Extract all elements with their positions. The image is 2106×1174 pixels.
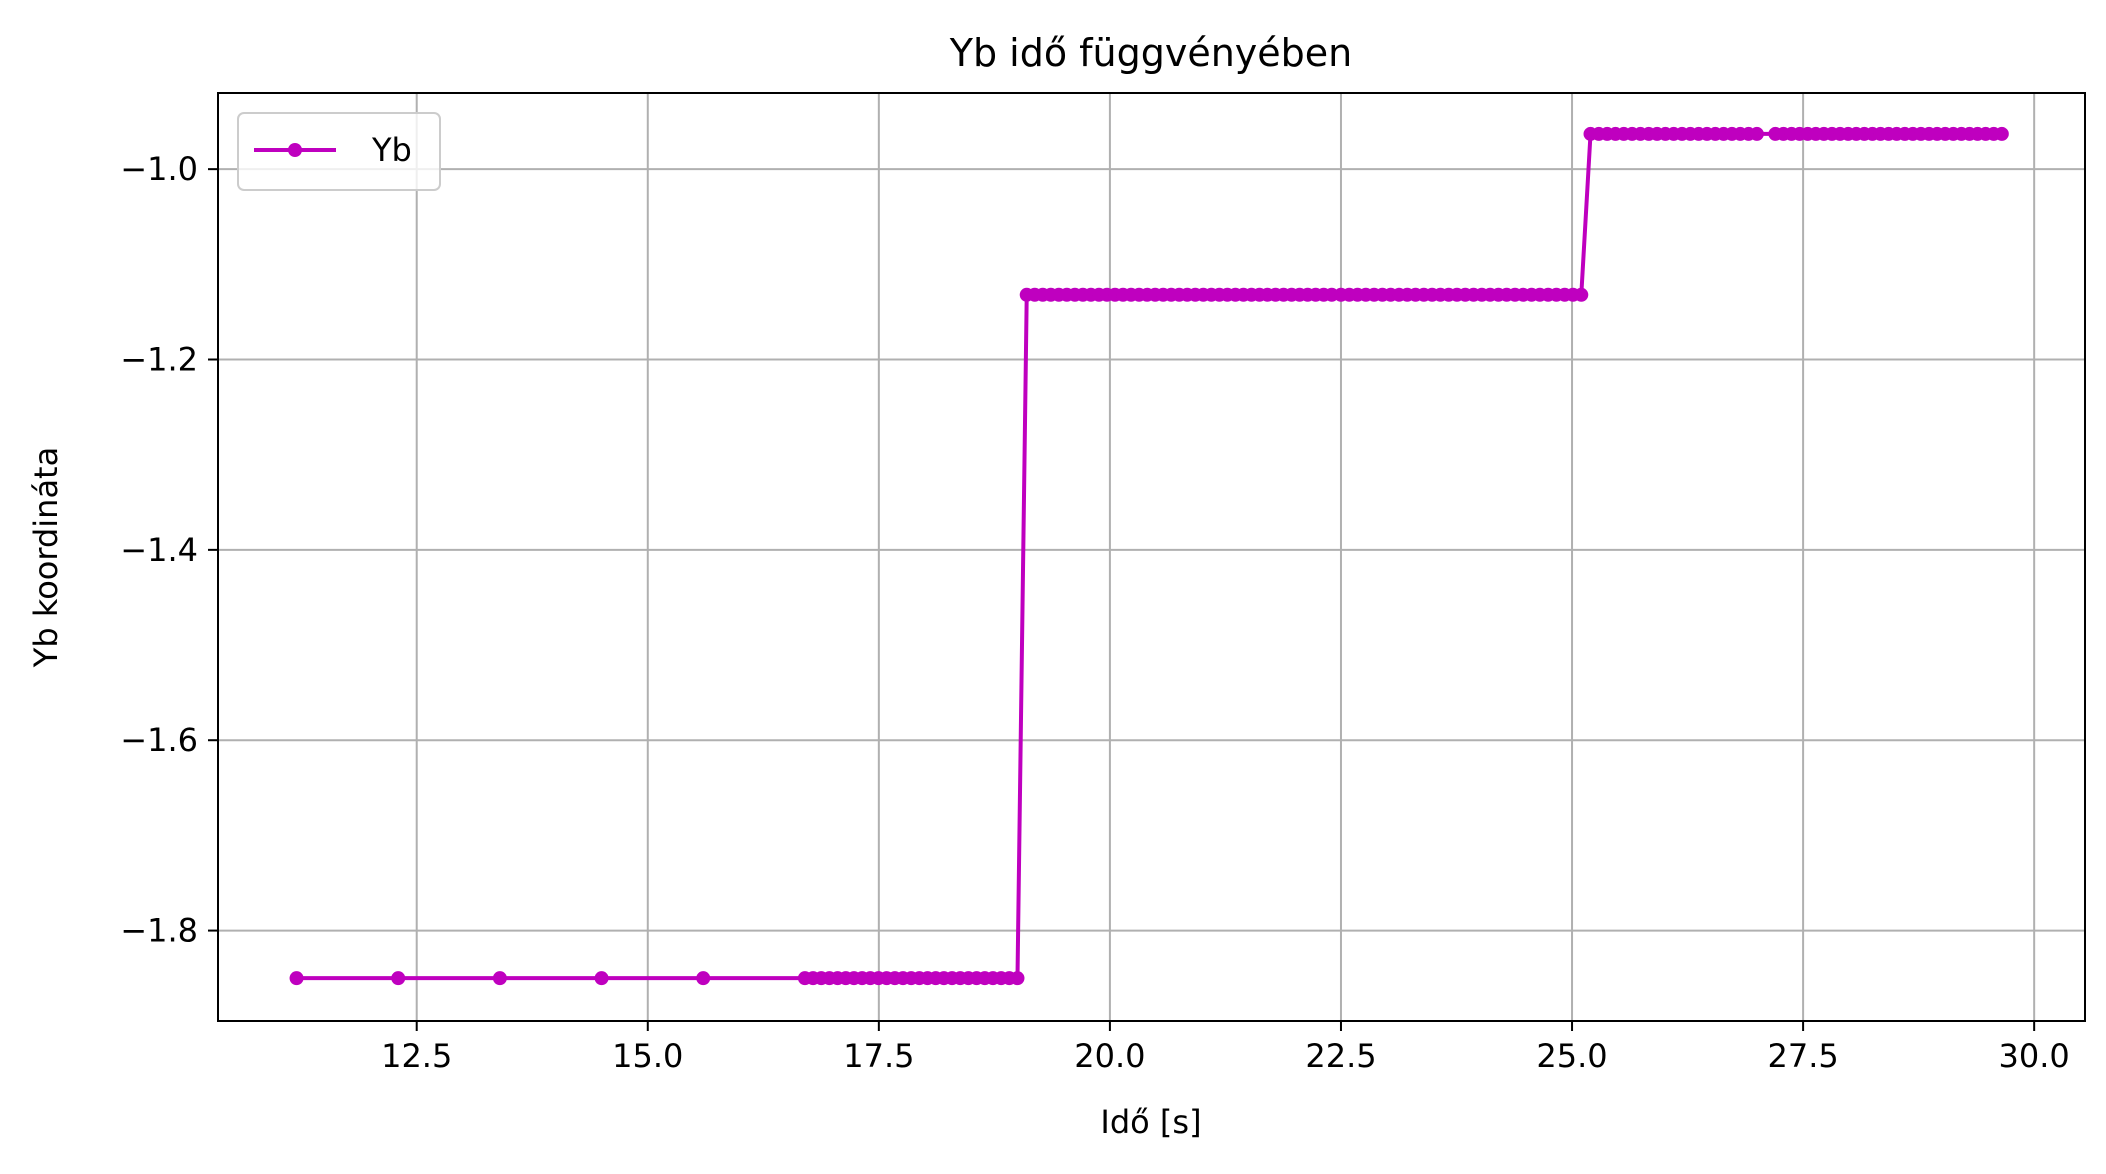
y-tick-label: −1.0 [120, 150, 198, 188]
data-point [1574, 287, 1589, 302]
y-tick-label: −1.4 [120, 531, 198, 569]
data-point [492, 971, 507, 986]
series-layer [289, 126, 2009, 986]
x-tick-label: 17.5 [843, 1037, 914, 1075]
data-point [594, 971, 609, 986]
x-tick-label: 30.0 [1999, 1037, 2070, 1075]
legend: Yb [237, 112, 441, 191]
data-point [1994, 126, 2009, 141]
data-point [391, 971, 406, 986]
grid-lines [218, 93, 2085, 1021]
x-tick-label: 22.5 [1305, 1037, 1376, 1075]
data-point [289, 971, 304, 986]
legend-marker-sample [288, 143, 302, 157]
y-tick-label: −1.8 [120, 912, 198, 950]
x-tick-label: 12.5 [381, 1037, 452, 1075]
plot-frame [217, 92, 2086, 1022]
x-tick-label: 20.0 [1074, 1037, 1145, 1075]
data-point [1010, 971, 1025, 986]
x-tick-label: 27.5 [1767, 1037, 1838, 1075]
x-tick-label: 15.0 [612, 1037, 683, 1075]
y-axis-label: Yb koordináta [27, 447, 65, 668]
x-axis-label: Idő [s] [1100, 1103, 1201, 1141]
chart-title: Yb idő függvényében [949, 31, 1353, 75]
legend-label: Yb [371, 131, 412, 169]
data-point [1749, 126, 1764, 141]
data-point [696, 971, 711, 986]
x-tick-label: 25.0 [1536, 1037, 1607, 1075]
y-tick-label: −1.6 [120, 721, 198, 759]
legend-box [237, 112, 441, 191]
axis-ticks: 12.5 15.0 17.5 20.0 22.5 25.0 27.5 30.0 −1.8 −1.6… [120, 150, 2069, 1075]
y-tick-label: −1.2 [120, 341, 198, 379]
